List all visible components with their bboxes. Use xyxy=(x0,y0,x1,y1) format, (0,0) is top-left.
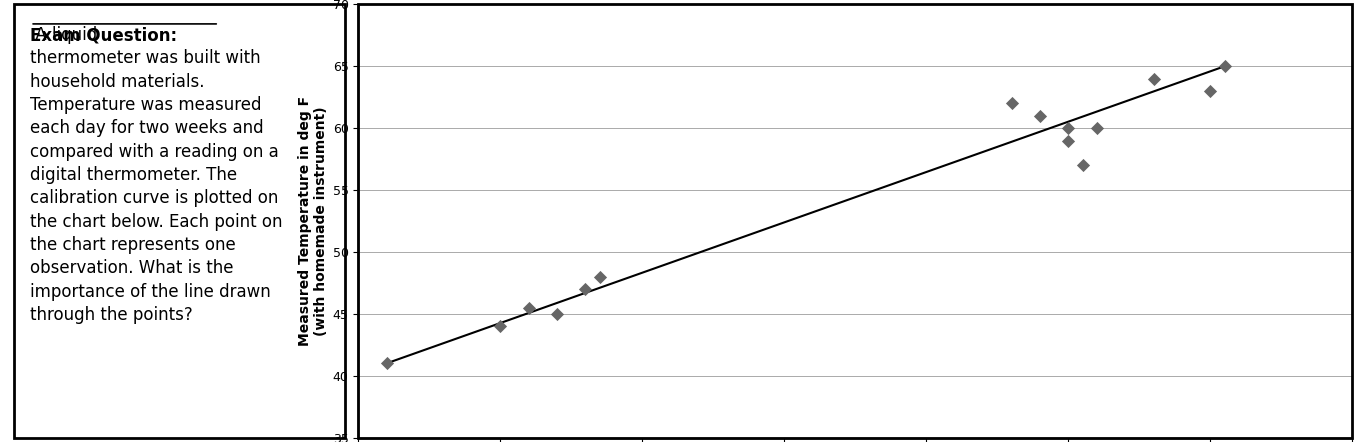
Point xyxy=(1199,88,1221,95)
Point xyxy=(1213,63,1235,70)
Point xyxy=(376,360,398,367)
Point xyxy=(546,310,568,317)
Text: A liquid
thermometer was built with
household materials.
Temperature was measure: A liquid thermometer was built with hous… xyxy=(30,26,283,324)
Bar xyxy=(358,4,1352,438)
Text: Exam Question:: Exam Question: xyxy=(30,26,178,44)
Point xyxy=(1057,137,1079,144)
Point xyxy=(1071,162,1093,169)
Point xyxy=(1057,125,1079,132)
Point xyxy=(1086,125,1108,132)
Point xyxy=(518,304,540,311)
Y-axis label: Measured Temperature in deg F
(with homemade instrument): Measured Temperature in deg F (with home… xyxy=(298,96,328,346)
Point xyxy=(575,286,597,293)
Point xyxy=(1029,112,1050,119)
Point xyxy=(1142,75,1164,82)
Point xyxy=(1000,100,1022,107)
Point xyxy=(589,273,611,280)
Point xyxy=(489,323,511,330)
